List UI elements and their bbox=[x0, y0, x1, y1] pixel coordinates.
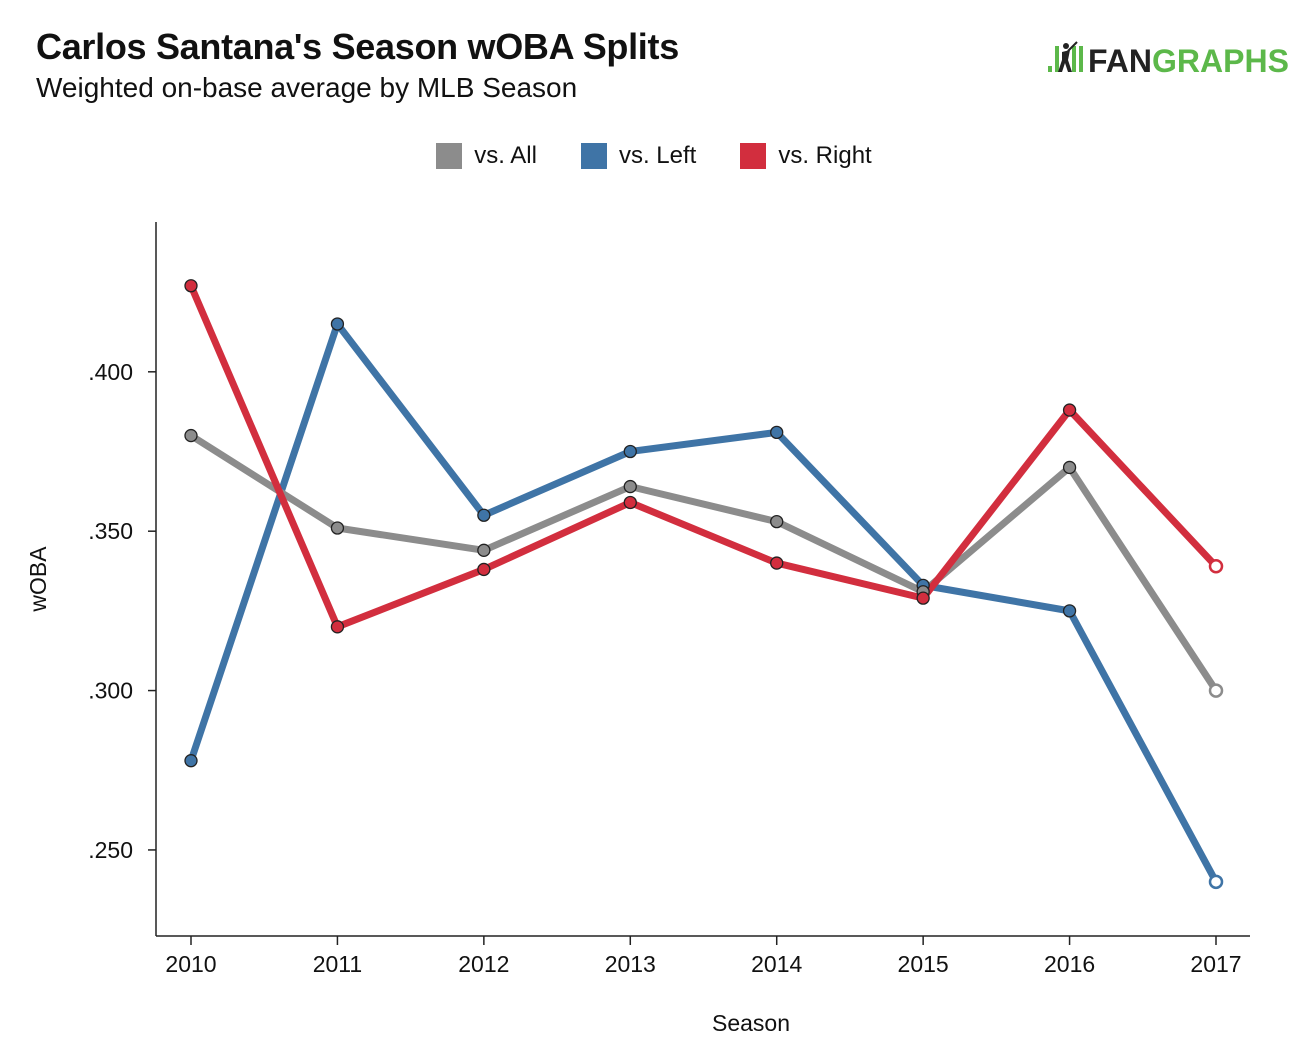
data-point-all bbox=[1208, 683, 1224, 698]
y-tick-label: .350 bbox=[88, 518, 133, 544]
data-point-all bbox=[477, 543, 491, 557]
legend: vs. All vs. Left vs. Right bbox=[0, 142, 1308, 170]
data-point-all bbox=[1062, 460, 1077, 475]
y-tick-label: .400 bbox=[88, 359, 133, 385]
logo-text-graphs: GRAPHS bbox=[1152, 43, 1289, 79]
legend-label-all: vs. All bbox=[474, 142, 537, 169]
y-axis-label: wOBA bbox=[25, 546, 51, 613]
x-tick-label: 2016 bbox=[1044, 951, 1095, 977]
y-tick-label: .250 bbox=[88, 837, 133, 863]
data-point-right bbox=[477, 562, 491, 577]
y-tick-label: .300 bbox=[88, 678, 133, 704]
data-point-left bbox=[1062, 604, 1077, 618]
data-point-right bbox=[916, 591, 930, 605]
legend-swatch-left bbox=[580, 143, 607, 169]
x-tick-label: 2015 bbox=[898, 951, 949, 977]
series-line-right bbox=[187, 282, 1220, 631]
legend-item-all: vs. All bbox=[436, 142, 537, 170]
data-point-left bbox=[1208, 874, 1224, 890]
x-axis-label: Season bbox=[712, 1010, 790, 1036]
chart-subtitle: Weighted on-base average by MLB Season bbox=[36, 72, 578, 103]
fangraphs-logo: FANGRAPHS bbox=[1048, 41, 1289, 79]
x-tick-label: 2017 bbox=[1190, 951, 1241, 977]
data-point-right bbox=[1208, 559, 1224, 574]
data-point-left bbox=[477, 508, 491, 522]
legend-item-left: vs. Left bbox=[580, 142, 697, 170]
data-point-right bbox=[623, 495, 637, 510]
x-tick-label: 2013 bbox=[605, 951, 656, 977]
data-point-all bbox=[330, 521, 345, 535]
x-tick-label: 2014 bbox=[751, 951, 802, 977]
data-point-all bbox=[623, 479, 637, 494]
data-point-left bbox=[184, 754, 198, 768]
series-line-all bbox=[187, 432, 1220, 695]
legend-label-right: vs. Right bbox=[778, 142, 872, 169]
x-tick-label: 2011 bbox=[313, 951, 362, 977]
logo-text-fan: FAN bbox=[1088, 43, 1152, 79]
data-point-all bbox=[770, 514, 784, 529]
data-point-right bbox=[1062, 403, 1077, 417]
legend-label-left: vs. Left bbox=[618, 142, 697, 169]
legend-swatch-all bbox=[436, 143, 463, 169]
data-point-right bbox=[184, 279, 198, 293]
legend-swatch-right bbox=[740, 143, 767, 169]
data-point-left bbox=[330, 317, 345, 331]
x-tick-label: 2012 bbox=[458, 951, 509, 977]
data-point-left bbox=[770, 425, 784, 440]
data-point-all bbox=[184, 428, 198, 443]
data-point-right bbox=[770, 556, 784, 570]
data-point-right bbox=[330, 620, 345, 634]
data-point-left bbox=[623, 444, 637, 459]
svg-text:FANGRAPHS: FANGRAPHS bbox=[1088, 43, 1289, 79]
logo-bars-icon bbox=[1048, 41, 1083, 72]
series-line-left bbox=[187, 320, 1220, 886]
x-tick-label: 2010 bbox=[165, 951, 216, 977]
chart-title: Carlos Santana's Season wOBA Splits bbox=[36, 26, 679, 67]
legend-item-right: vs. Right bbox=[740, 142, 872, 170]
